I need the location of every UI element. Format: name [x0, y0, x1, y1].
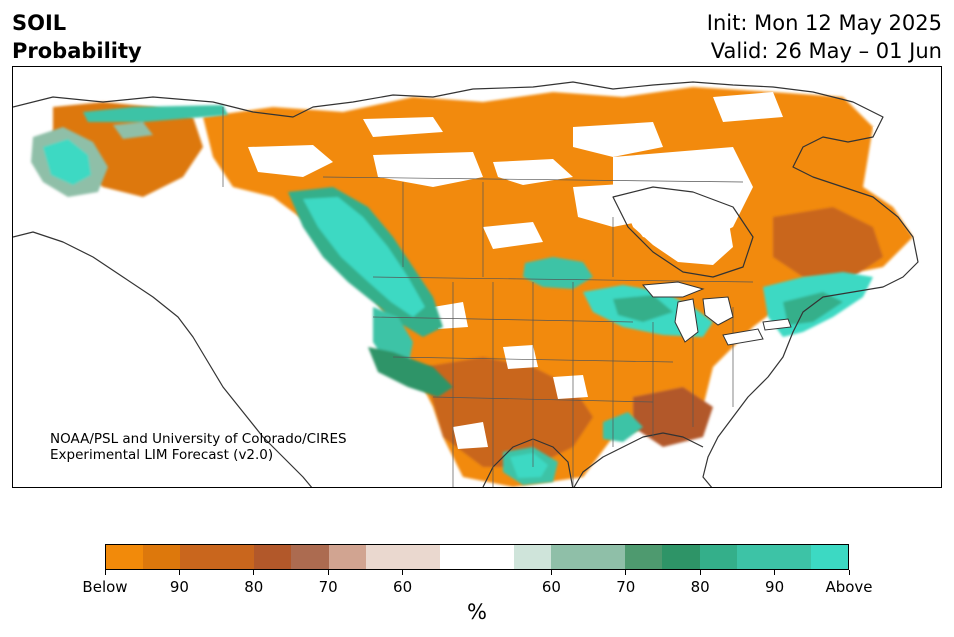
colorbar-segment	[514, 545, 552, 569]
colorbar-segment	[143, 545, 181, 569]
map-title: SOIL Probability	[12, 9, 142, 65]
colorbar-segment	[328, 545, 366, 569]
credit-text: NOAA/PSL and University of Colorado/CIRE…	[50, 431, 347, 463]
colorbar-segment	[439, 545, 477, 569]
colorbar	[105, 544, 849, 570]
above-normal-fields	[31, 105, 873, 485]
forecast-dates: Init: Mon 12 May 2025 Valid: 26 May – 01…	[707, 9, 942, 65]
colorbar-segment	[662, 545, 700, 569]
map-panel: NOAA/PSL and University of Colorado/CIRE…	[12, 66, 942, 488]
credit-line-1: NOAA/PSL and University of Colorado/CIRE…	[50, 431, 347, 447]
colorbar-tick	[402, 570, 404, 575]
colorbar-tick	[178, 570, 180, 575]
colorbar-unit: %	[467, 600, 487, 624]
colorbar-segment	[625, 545, 663, 569]
colorbar-segment	[476, 545, 515, 569]
colorbar-tick	[848, 570, 850, 575]
valid-date: Valid: 26 May – 01 Jun	[710, 39, 942, 63]
colorbar-segment	[699, 545, 737, 569]
colorbar-tick-label: 80	[244, 578, 264, 596]
colorbar-segment	[254, 545, 292, 569]
colorbar-tick-label: 70	[616, 578, 636, 596]
colorbar-tick-label: Below	[82, 578, 128, 596]
colorbar-tick-label: 60	[541, 578, 561, 596]
colorbar-segment	[365, 545, 403, 569]
colorbar-tick-label: Above	[825, 578, 873, 596]
title-line-2: Probability	[12, 39, 142, 63]
colorbar-tick	[550, 570, 552, 575]
colorbar-segment	[106, 545, 144, 569]
colorbar-tick	[253, 570, 255, 575]
title-line-1: SOIL	[12, 11, 67, 35]
colorbar-segment	[773, 545, 811, 569]
colorbar-tick-label: 60	[393, 578, 413, 596]
hudson-bay	[623, 195, 733, 265]
political-borders	[222, 107, 754, 487]
colorbar-tick	[774, 570, 776, 575]
colorbar-segment	[402, 545, 440, 569]
colorbar-segment	[180, 545, 218, 569]
colorbar-tick-label: 90	[169, 578, 189, 596]
init-date: Init: Mon 12 May 2025	[706, 11, 942, 35]
colorbar-tick-label: 90	[765, 578, 785, 596]
colorbar-tick-label: 80	[690, 578, 710, 596]
colorbar-tick-label: 70	[318, 578, 338, 596]
colorbar-tick	[327, 570, 329, 575]
colorbar-segment	[217, 545, 255, 569]
colorbar-segment	[291, 545, 329, 569]
colorbar-tick	[104, 570, 106, 575]
credit-line-2: Experimental LIM Forecast (v2.0)	[50, 447, 274, 463]
map-canvas	[13, 81, 941, 487]
colorbar-segment	[551, 545, 589, 569]
colorbar-segment	[736, 545, 774, 569]
colorbar-tick	[625, 570, 627, 575]
great-lakes	[642, 281, 792, 346]
colorbar-segment	[588, 545, 626, 569]
colorbar-segment	[810, 545, 848, 569]
land-outlines	[13, 81, 919, 487]
colorbar-tick	[699, 570, 701, 575]
